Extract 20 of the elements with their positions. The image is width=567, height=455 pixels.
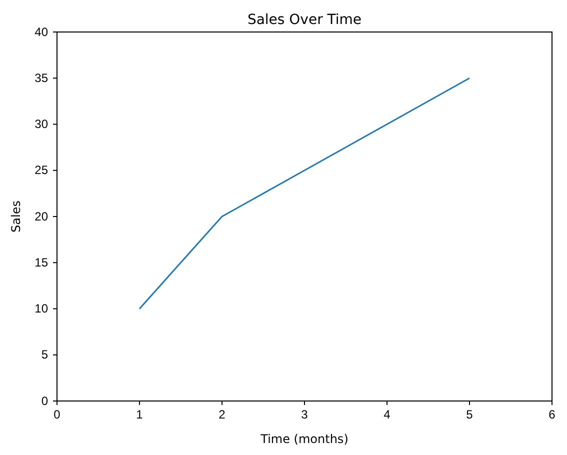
y-tick-label: 0 [41,394,48,408]
y-tick-label: 5 [41,348,48,362]
y-axis-title: Sales [9,200,23,232]
x-tick-label: 1 [136,408,144,422]
chart-title: Sales Over Time [247,12,362,28]
x-tick-label: 4 [384,408,391,422]
line-series [138,77,470,310]
x-tick-label: 5 [466,408,474,422]
y-tick-label: 10 [34,302,48,316]
x-tick-label: 2 [218,408,226,422]
y-tick-label: 35 [34,70,48,85]
y-tick-label: 25 [34,163,48,178]
y-tick-label: 40 [34,24,48,39]
x-axis-title: Time (months) [260,432,348,446]
x-tick-label: 0 [54,408,61,422]
y-tick-label: 30 [34,117,48,132]
x-tick-label: 6 [548,408,556,422]
x-tick-label: 3 [301,408,308,422]
y-tick-label: 15 [34,255,48,270]
y-tick-label: 20 [34,209,48,224]
